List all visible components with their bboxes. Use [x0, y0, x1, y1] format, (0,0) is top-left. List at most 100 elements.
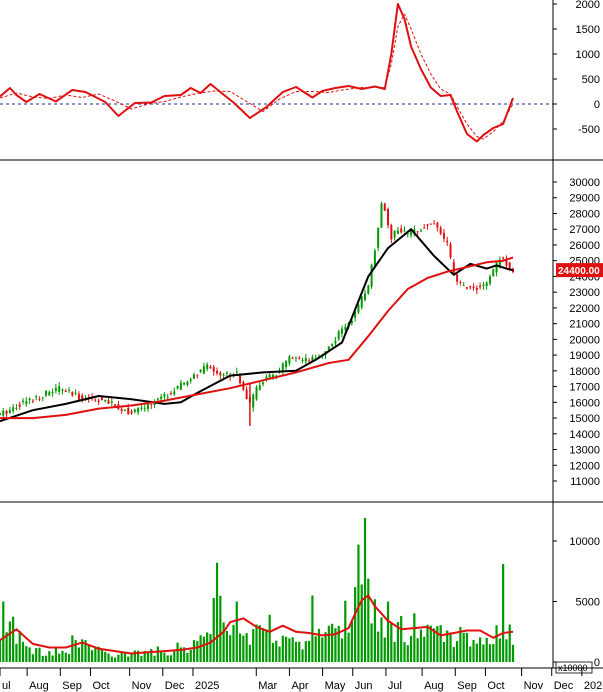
volume-bar: [183, 647, 186, 662]
oscillator-tick-label: 0: [594, 99, 600, 111]
volume-bar: [442, 642, 446, 662]
volume-bar: [304, 641, 307, 662]
volume-bar: [360, 584, 363, 662]
candle-body: [479, 285, 482, 288]
candle-body: [294, 357, 297, 359]
candle-body: [433, 223, 436, 225]
volume-bar: [308, 640, 311, 662]
candle-body: [22, 400, 25, 402]
volume-bar: [485, 637, 488, 662]
volume-bar: [344, 600, 347, 662]
price-tick-label: 13000: [569, 445, 600, 457]
candle-body: [465, 287, 468, 289]
volume-bar: [426, 624, 429, 662]
volume-bar: [462, 632, 465, 662]
volume-bar: [373, 599, 376, 662]
volume-bar: [25, 646, 28, 662]
volume-bar: [340, 638, 344, 662]
volume-bar: [396, 621, 400, 662]
volume-bar: [186, 652, 189, 662]
price-tick-label: 29000: [569, 193, 600, 205]
oscillator-tick-label: 500: [582, 74, 600, 86]
price-tick-label: 18000: [569, 366, 600, 378]
volume-bar: [137, 650, 140, 662]
candle-body: [442, 232, 445, 239]
volume-bar: [90, 650, 94, 662]
volume-bar: [261, 628, 265, 662]
candle-body: [64, 390, 67, 392]
volume-bar: [81, 639, 84, 662]
candle-body: [383, 203, 386, 211]
candle-body: [31, 400, 34, 402]
candle-body: [400, 228, 403, 233]
price-tick-label: 27000: [569, 224, 600, 236]
candle-body: [331, 343, 334, 346]
time-tick-label: Aug: [424, 680, 444, 692]
volume-bar: [35, 648, 38, 662]
candle-body: [48, 391, 51, 396]
volume-bar: [77, 647, 81, 662]
candle-body: [370, 264, 373, 287]
candle-body: [390, 225, 393, 240]
candle-body: [153, 402, 156, 406]
candle-body: [199, 369, 202, 373]
volume-bar: [294, 641, 298, 662]
volume-bar: [123, 652, 127, 662]
volume-bar: [107, 653, 110, 662]
candle-body: [146, 404, 149, 409]
volume-bar: [179, 647, 182, 662]
volume-bar: [271, 642, 275, 662]
volume-bar: [54, 647, 58, 662]
volume-bar: [0, 638, 2, 662]
volume-bar: [472, 640, 475, 662]
candle-body: [410, 229, 413, 236]
volume-bar: [511, 644, 515, 662]
volume-bar: [508, 624, 511, 662]
candle-body: [38, 398, 41, 400]
price-tick-label: 28000: [569, 208, 600, 220]
candle-body: [423, 227, 426, 229]
volume-bar: [301, 649, 304, 662]
candle-body: [380, 203, 383, 228]
volume-bar: [117, 654, 120, 662]
volume-bar: [169, 655, 173, 662]
volume-bar: [446, 630, 449, 662]
price-tick-label: 17000: [569, 382, 600, 394]
volume-bar: [199, 635, 202, 662]
volume-bar: [84, 640, 87, 662]
volume-bar: [38, 647, 41, 662]
volume-bar: [492, 644, 495, 662]
candle-body: [265, 376, 268, 379]
volume-ma-line: [0, 594, 514, 655]
candle-body: [393, 230, 396, 238]
volume-bar: [58, 653, 61, 662]
volume-bar: [110, 656, 113, 662]
volume-bar: [268, 614, 271, 662]
volume-bar: [176, 642, 179, 662]
candle-body: [462, 284, 465, 286]
candle-body: [239, 374, 242, 384]
volume-bar: [383, 637, 386, 662]
volume-bar: [465, 632, 469, 662]
candle-body: [140, 407, 143, 409]
volume-bar: [189, 649, 192, 662]
candle-body: [222, 374, 225, 376]
candle-body: [196, 374, 199, 376]
candle-body: [54, 387, 57, 391]
candle-body: [143, 408, 146, 410]
volume-bar: [143, 650, 146, 662]
candle-body: [344, 326, 347, 330]
time-tick-label: Mar: [258, 680, 277, 692]
volume-bar: [436, 626, 439, 662]
volume-bar: [380, 617, 383, 662]
candle-body: [456, 274, 459, 282]
candle-body: [291, 357, 294, 359]
volume-bar: [284, 636, 288, 662]
volume-bar: [163, 652, 166, 662]
candle-body: [416, 231, 419, 233]
candle-body: [288, 356, 291, 364]
volume-bar: [160, 651, 163, 662]
volume-bar: [350, 621, 353, 662]
candle-body: [189, 379, 192, 381]
volume-bar: [222, 622, 225, 662]
